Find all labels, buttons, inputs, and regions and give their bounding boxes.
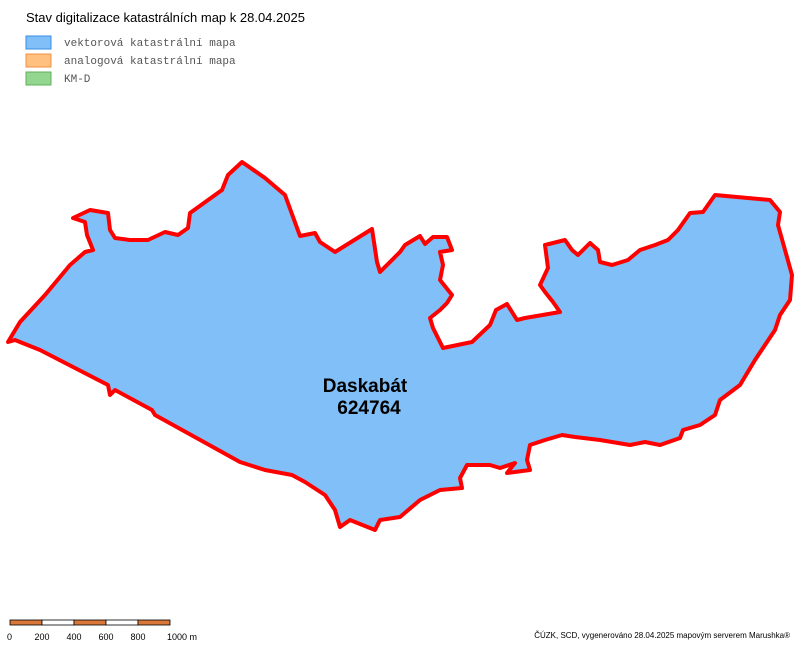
- scale-label: 800: [130, 632, 145, 642]
- legend-label: analogová katastrální mapa: [64, 56, 236, 68]
- area-name: Daskabát: [323, 376, 408, 397]
- scale-segment: [137, 619, 171, 626]
- legend-label: KM-D: [64, 74, 91, 86]
- parcel-area: [6, 160, 794, 532]
- legend-swatch: [25, 53, 52, 68]
- scale-label: 200: [34, 632, 49, 642]
- scale-bar: 0 200 400 600 800 1000 m: [7, 619, 197, 642]
- scale-label: 600: [98, 632, 113, 642]
- scale-segment: [105, 619, 139, 626]
- legend-swatch: [25, 71, 52, 86]
- legend: vektorová katastrální mapa analogová kata…: [25, 35, 236, 86]
- legend-label: vektorová katastrální mapa: [64, 38, 236, 50]
- legend-swatch: [25, 35, 52, 50]
- scale-label: 1000 m: [167, 632, 197, 642]
- area-code: 624764: [337, 398, 401, 419]
- scale-segment: [73, 619, 107, 626]
- footer-credit: ČÚZK, SCD, vygenerováno 28.04.2025 mapov…: [534, 631, 790, 640]
- scale-label: 400: [66, 632, 81, 642]
- scale-segment: [41, 619, 75, 626]
- scale-segment: [9, 619, 43, 626]
- scale-label: 0: [7, 632, 12, 642]
- map-title: Stav digitalizace katastrálních map k 28…: [26, 10, 305, 25]
